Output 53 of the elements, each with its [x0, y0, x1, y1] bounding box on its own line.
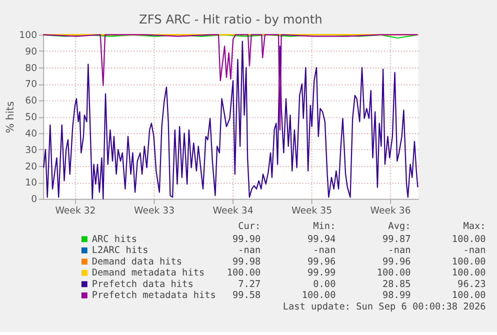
x-tick-label: Week 33	[134, 205, 175, 216]
text: 99.90	[232, 234, 262, 245]
chart-title: ZFS ARC - Hit ratio - by month	[138, 12, 322, 26]
text: 99.58	[232, 290, 262, 302]
y-tick-label: 90	[25, 46, 38, 58]
text: 99.98	[232, 256, 262, 268]
legend-label: L2ARC hits	[92, 245, 148, 256]
y-tick-label: 30	[25, 144, 38, 156]
x-tick-label: Week 32	[55, 205, 96, 216]
text: Cur:	[238, 220, 261, 232]
y-tick-label: 20	[25, 161, 38, 172]
text: 100.00	[452, 290, 486, 302]
text: 99.99	[308, 268, 336, 279]
x-tick-label: Week 36	[370, 205, 411, 216]
text: 0.00	[313, 278, 336, 290]
legend-label: ARC hits	[92, 234, 137, 245]
y-tick-label: 80	[25, 62, 38, 74]
text: Last update: Sun Sep 6 00:00:38 2026	[282, 301, 486, 312]
text: 99.94	[308, 234, 336, 245]
text: 99.96	[308, 256, 336, 268]
text: 98.99	[382, 290, 411, 302]
x-tick-label: Week 35	[292, 205, 332, 216]
text: 96.23	[458, 278, 486, 290]
y-tick-label: 40	[25, 128, 38, 140]
text: 100.00	[452, 268, 486, 279]
text: -nan	[313, 245, 336, 256]
y-tick-label: 60	[25, 96, 38, 107]
legend-label: Demand data hits	[92, 256, 182, 268]
y-tick-label: 100	[19, 30, 38, 41]
y-tick-label: 10	[25, 178, 38, 189]
legend-label: Prefetch data hits	[92, 278, 194, 290]
text: Max:	[463, 220, 486, 232]
text: 100.00	[452, 234, 486, 245]
text: 100.00	[376, 268, 412, 279]
y-axis-title: % hits	[4, 101, 17, 134]
text: -nan	[238, 245, 261, 256]
text: 100.00	[302, 290, 336, 302]
text: Min:	[313, 220, 336, 232]
y-tick-label: 0	[31, 194, 38, 206]
y-tick-label: 70	[25, 79, 38, 90]
text: 99.96	[382, 256, 412, 268]
text: -nan	[463, 245, 486, 256]
y-tick-label: 50	[25, 112, 38, 124]
x-tick-label: Week 34	[212, 205, 254, 216]
text: 28.85	[382, 278, 411, 290]
text: 7.27	[238, 278, 261, 290]
legend-label: Prefetch metadata hits	[92, 290, 216, 302]
text: 100.00	[226, 268, 262, 279]
text: 100.00	[452, 256, 486, 268]
text: Avg:	[388, 220, 411, 232]
text: 99.87	[382, 234, 411, 245]
text: -nan	[388, 245, 411, 256]
legend-label: Demand metadata hits	[92, 268, 205, 279]
